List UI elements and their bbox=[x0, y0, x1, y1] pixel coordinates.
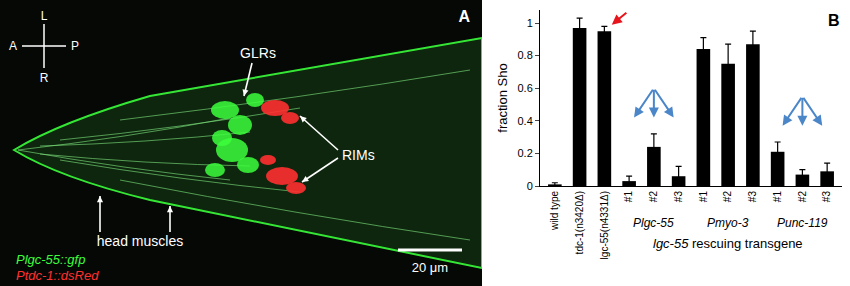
svg-text:0: 0 bbox=[527, 180, 533, 192]
svg-text:1: 1 bbox=[527, 17, 533, 29]
svg-text:A: A bbox=[458, 8, 470, 25]
svg-text:0.8: 0.8 bbox=[518, 49, 533, 61]
svg-text:#3: #3 bbox=[821, 191, 832, 203]
svg-text:20 μm: 20 μm bbox=[412, 260, 448, 275]
svg-text:#2: #2 bbox=[648, 191, 659, 203]
svg-text:lgc-55(n4331Δ): lgc-55(n4331Δ) bbox=[599, 191, 610, 259]
svg-text:Ptdc-1::dsRed: Ptdc-1::dsRed bbox=[16, 268, 99, 283]
svg-text:GLRs: GLRs bbox=[240, 45, 276, 61]
svg-text:#2: #2 bbox=[722, 191, 733, 203]
svg-text:lgc-55 rescuing transgene: lgc-55 rescuing transgene bbox=[653, 236, 803, 251]
svg-text:head muscles: head muscles bbox=[97, 233, 183, 249]
svg-text:#3: #3 bbox=[673, 191, 684, 203]
svg-text:Pmyo-3: Pmyo-3 bbox=[707, 216, 749, 230]
svg-text:#3: #3 bbox=[747, 191, 758, 203]
svg-text:#1: #1 bbox=[698, 191, 709, 203]
svg-text:wild type: wild type bbox=[549, 191, 560, 231]
svg-text:#2: #2 bbox=[797, 191, 808, 203]
svg-text:A: A bbox=[9, 39, 17, 53]
svg-text:#1: #1 bbox=[623, 191, 634, 203]
svg-text:tdc-1(n3420Δ): tdc-1(n3420Δ) bbox=[574, 191, 585, 254]
svg-text:L: L bbox=[41, 9, 48, 23]
svg-text:RIMs: RIMs bbox=[342, 147, 375, 163]
svg-text:R: R bbox=[40, 71, 49, 85]
svg-text:B: B bbox=[828, 12, 840, 29]
svg-text:fraction Sho: fraction Sho bbox=[495, 63, 510, 132]
svg-text:#1: #1 bbox=[772, 191, 783, 203]
svg-text:P: P bbox=[71, 39, 79, 53]
svg-text:Plgc-55: Plgc-55 bbox=[633, 216, 674, 230]
svg-text:0.4: 0.4 bbox=[518, 115, 533, 127]
svg-text:Punc-119: Punc-119 bbox=[777, 216, 828, 230]
svg-text:0.6: 0.6 bbox=[518, 82, 533, 94]
svg-text:0.2: 0.2 bbox=[518, 147, 533, 159]
svg-text:Plgc-55::gfp: Plgc-55::gfp bbox=[16, 252, 85, 267]
